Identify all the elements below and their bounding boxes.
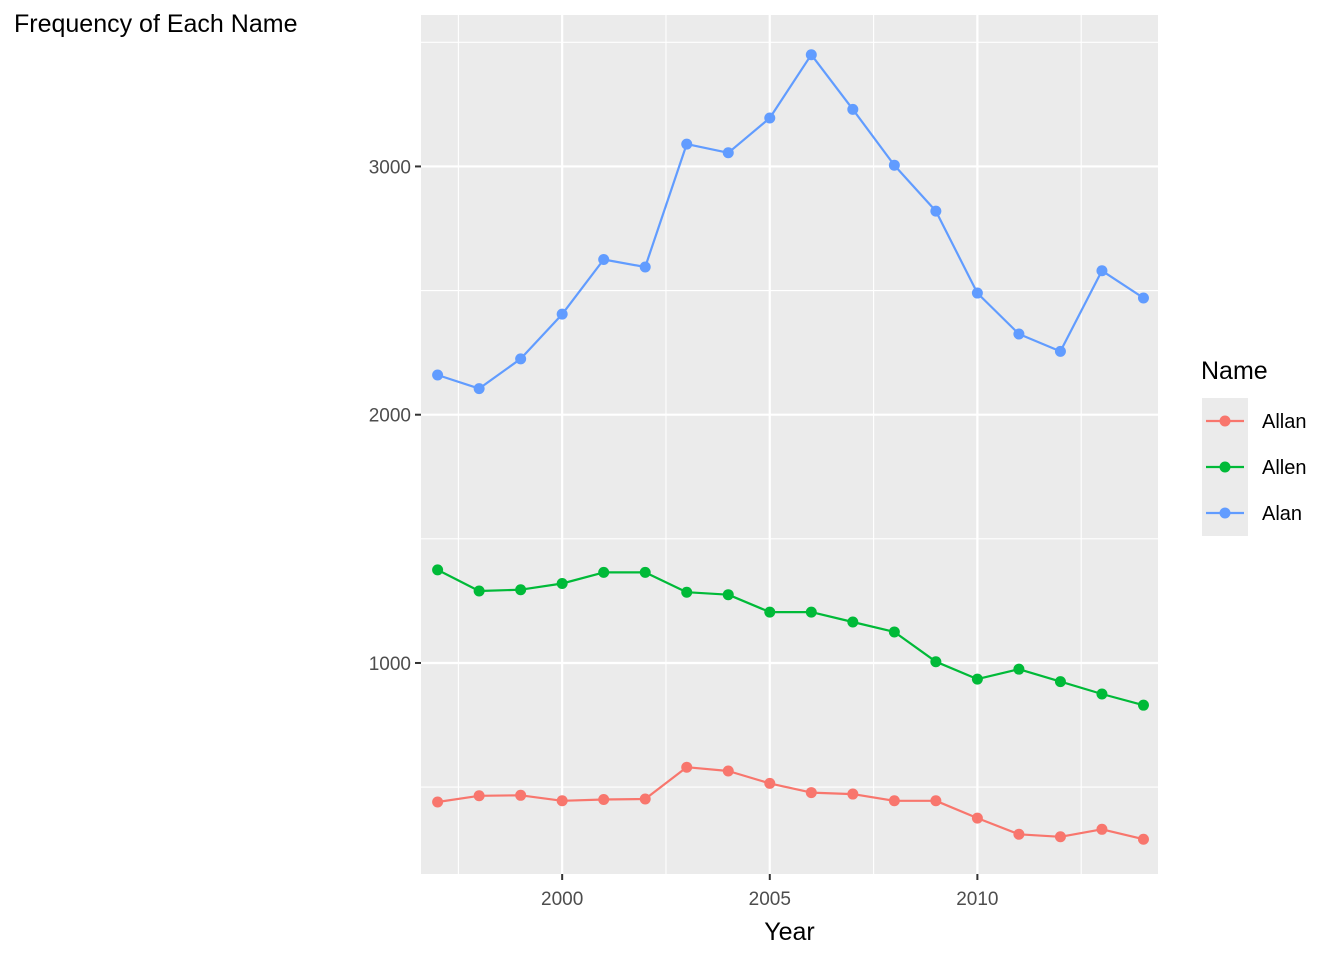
y-tick-label: 1000 — [369, 654, 411, 675]
data-point-allen — [930, 656, 942, 668]
chart-title: Frequency of Each Name — [14, 10, 298, 38]
x-tick-label: 2000 — [541, 889, 583, 910]
series-line-allan — [437, 766, 1144, 841]
data-point-allan — [473, 790, 485, 802]
data-point-allen — [681, 586, 693, 598]
data-point-allan — [432, 796, 444, 808]
minor-gridlines-y — [421, 41, 1158, 788]
legend-key-point-alan — [1219, 507, 1231, 519]
data-point-allen — [473, 585, 485, 597]
data-point-allen — [1013, 663, 1025, 675]
data-point-allan — [805, 787, 817, 799]
series-layer — [432, 49, 1149, 845]
data-point-allen — [432, 564, 444, 576]
data-point-alan — [847, 103, 859, 115]
legend-key-point-allan — [1219, 415, 1231, 427]
x-axis-title: Year — [764, 918, 815, 946]
data-point-alan — [473, 383, 485, 395]
x-axis: 2000 2005 2010 — [541, 874, 999, 910]
data-point-allen — [1096, 688, 1108, 700]
data-point-allen — [764, 606, 776, 618]
data-point-allan — [639, 793, 651, 805]
data-point-alan — [681, 138, 693, 150]
data-point-allan — [681, 761, 693, 773]
major-gridlines-y — [421, 165, 1158, 665]
legend-label-allan: Allan — [1262, 411, 1306, 433]
data-point-alan — [888, 159, 900, 171]
data-point-allen — [556, 578, 568, 590]
data-point-allan — [556, 795, 568, 807]
data-point-allan — [971, 812, 983, 824]
series-allen — [432, 564, 1149, 711]
series-allan — [432, 761, 1149, 845]
data-point-allan — [1013, 828, 1025, 840]
data-point-allan — [1096, 823, 1108, 835]
data-point-allen — [639, 566, 651, 578]
series-line-allen — [437, 568, 1144, 707]
data-point-allen — [847, 616, 859, 628]
data-point-alan — [1054, 345, 1066, 357]
data-point-allan — [598, 794, 610, 806]
data-point-alan — [722, 147, 734, 159]
data-point-alan — [556, 308, 568, 320]
data-point-alan — [1013, 328, 1025, 340]
y-tick-label: 3000 — [369, 157, 411, 178]
data-point-alan — [515, 353, 527, 365]
plot-panel — [421, 15, 1158, 874]
data-point-allen — [1054, 676, 1066, 688]
data-point-allen — [1137, 699, 1149, 711]
data-point-alan — [1096, 265, 1108, 277]
data-point-allan — [930, 795, 942, 807]
data-point-allen — [722, 589, 734, 601]
data-point-alan — [598, 254, 610, 266]
data-point-allan — [847, 788, 859, 800]
data-point-alan — [930, 205, 942, 217]
data-point-allan — [888, 795, 900, 807]
series-line-alan — [437, 53, 1145, 390]
data-point-alan — [639, 261, 651, 273]
y-tick-label: 2000 — [369, 406, 411, 427]
data-point-allen — [888, 626, 900, 638]
x-tick-label: 2005 — [749, 889, 791, 910]
data-point-allen — [805, 606, 817, 618]
y-axis: 1000 2000 3000 — [369, 157, 421, 675]
data-point-allan — [722, 765, 734, 777]
legend: Name Allan Allen Alan — [1201, 357, 1306, 536]
data-point-allan — [1054, 831, 1066, 843]
data-point-alan — [432, 369, 444, 381]
data-point-alan — [764, 112, 776, 124]
data-point-alan — [971, 287, 983, 299]
legend-label-alan: Alan — [1262, 503, 1302, 525]
data-point-allan — [1137, 833, 1149, 845]
data-point-allen — [515, 584, 527, 596]
legend-label-allen: Allen — [1262, 457, 1306, 479]
data-point-allen — [598, 566, 610, 578]
legend-title: Name — [1201, 357, 1268, 385]
data-point-alan — [1137, 292, 1149, 304]
x-tick-label: 2010 — [956, 889, 998, 910]
data-point-allan — [515, 789, 527, 801]
data-point-allen — [971, 673, 983, 685]
data-point-allan — [764, 777, 776, 789]
data-point-alan — [805, 49, 817, 61]
major-gridlines-x — [561, 15, 979, 874]
minor-gridlines-x — [457, 15, 1082, 874]
legend-key-point-allen — [1219, 461, 1231, 473]
series-alan — [432, 49, 1149, 395]
